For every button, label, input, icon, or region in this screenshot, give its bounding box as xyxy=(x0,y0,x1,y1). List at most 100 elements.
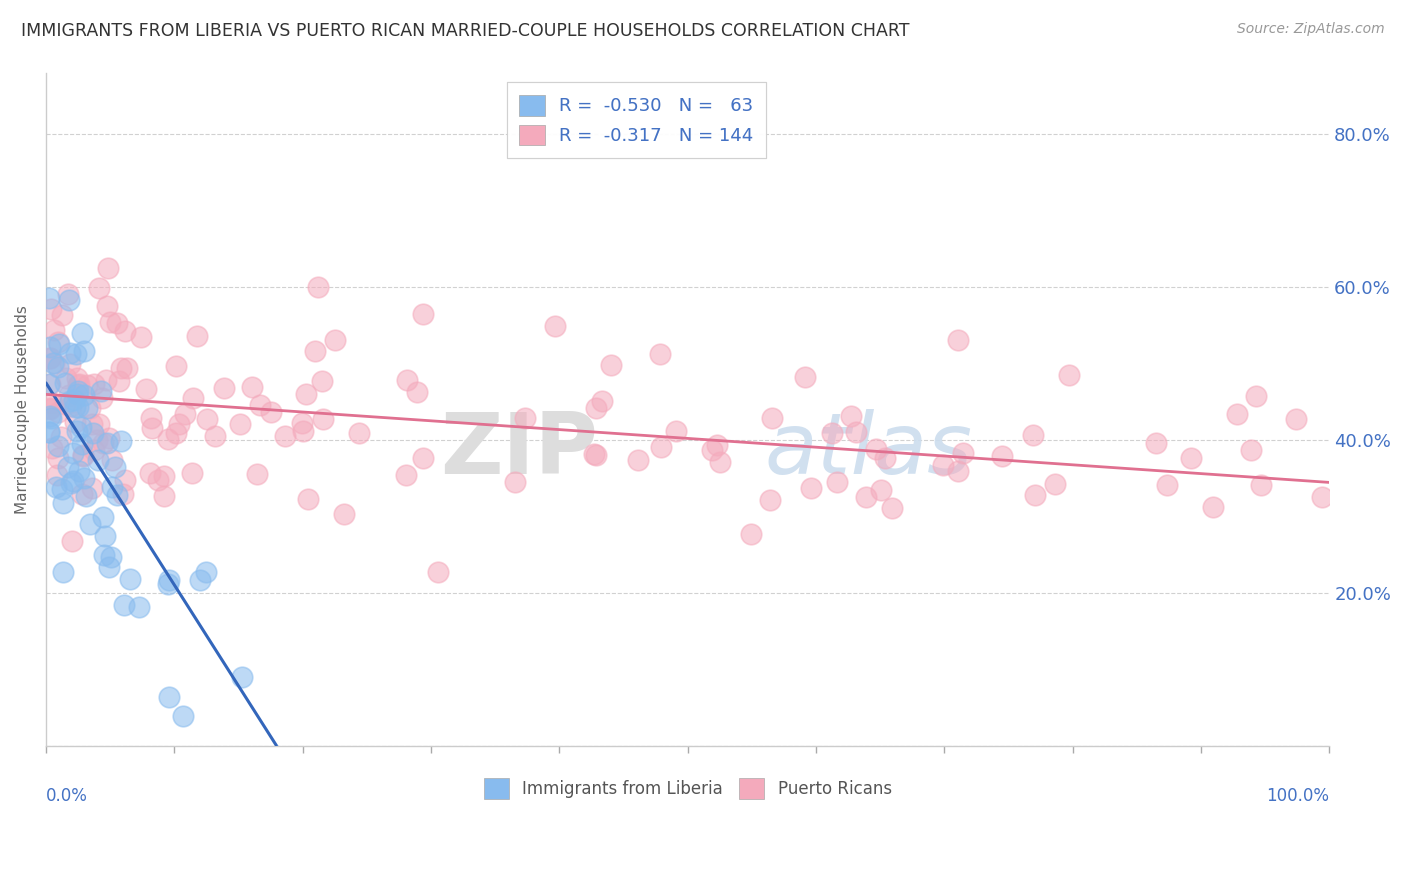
Point xyxy=(49,430,72,444)
Point xyxy=(38,351,60,366)
Point xyxy=(94,528,117,542)
Point xyxy=(72,449,94,463)
Point xyxy=(513,411,536,425)
Point xyxy=(44,356,66,370)
Point xyxy=(93,549,115,563)
Point xyxy=(46,438,69,452)
Point xyxy=(706,438,728,452)
Point xyxy=(69,419,91,434)
Point xyxy=(104,460,127,475)
Point xyxy=(544,318,567,333)
Point xyxy=(75,489,97,503)
Point xyxy=(1057,368,1080,383)
Point xyxy=(39,340,62,354)
Point xyxy=(873,450,896,465)
Text: atlas: atlas xyxy=(765,409,973,491)
Point xyxy=(260,405,283,419)
Point xyxy=(117,361,139,376)
Point xyxy=(157,690,180,705)
Point xyxy=(38,401,60,415)
Point xyxy=(59,346,82,360)
Legend: R =  -0.530   N =   63, R =  -0.317   N = 144: R = -0.530 N = 63, R = -0.317 N = 144 xyxy=(506,82,766,158)
Point xyxy=(67,464,90,478)
Point xyxy=(105,317,128,331)
Point xyxy=(73,471,96,485)
Point xyxy=(169,417,191,432)
Point xyxy=(62,474,84,488)
Point xyxy=(186,328,208,343)
Point xyxy=(156,577,179,591)
Point xyxy=(312,412,335,426)
Point xyxy=(46,359,69,374)
Point xyxy=(82,426,104,441)
Point xyxy=(585,401,607,416)
Point xyxy=(204,429,226,443)
Point xyxy=(347,425,370,440)
Point xyxy=(304,343,326,358)
Point xyxy=(59,475,82,490)
Point xyxy=(80,417,103,432)
Point xyxy=(46,450,69,465)
Point xyxy=(76,401,98,416)
Point xyxy=(38,377,60,392)
Text: IMMIGRANTS FROM LIBERIA VS PUERTO RICAN MARRIED-COUPLE HOUSEHOLDS CORRELATION CH: IMMIGRANTS FROM LIBERIA VS PUERTO RICAN … xyxy=(21,22,910,40)
Point xyxy=(112,487,135,501)
Point xyxy=(110,361,132,376)
Point xyxy=(70,326,93,340)
Point xyxy=(1240,443,1263,458)
Point xyxy=(87,417,110,432)
Point xyxy=(98,431,121,445)
Text: 0.0%: 0.0% xyxy=(46,787,87,805)
Point xyxy=(759,493,782,508)
Point xyxy=(229,417,252,432)
Point xyxy=(46,334,69,349)
Point xyxy=(990,449,1012,463)
Point xyxy=(1310,490,1333,504)
Point xyxy=(246,467,269,481)
Point xyxy=(165,426,187,441)
Point xyxy=(946,334,969,348)
Point xyxy=(101,453,124,467)
Point xyxy=(1144,435,1167,450)
Point xyxy=(66,424,89,438)
Point xyxy=(599,358,621,372)
Point xyxy=(153,489,176,503)
Point xyxy=(426,566,449,580)
Point xyxy=(591,394,613,409)
Point xyxy=(91,509,114,524)
Point xyxy=(135,382,157,396)
Point xyxy=(405,385,427,400)
Point xyxy=(39,411,62,425)
Point xyxy=(395,373,418,387)
Point xyxy=(42,356,65,370)
Point xyxy=(231,670,253,684)
Point xyxy=(58,287,80,301)
Point xyxy=(412,450,434,465)
Point xyxy=(51,482,73,496)
Point xyxy=(38,425,60,440)
Point xyxy=(38,402,60,417)
Point xyxy=(855,490,877,504)
Point xyxy=(800,481,823,495)
Point xyxy=(1250,477,1272,491)
Point xyxy=(188,573,211,587)
Point xyxy=(60,534,83,549)
Point xyxy=(96,299,118,313)
Point xyxy=(63,400,86,414)
Point xyxy=(53,397,76,411)
Point xyxy=(70,437,93,451)
Point xyxy=(311,374,333,388)
Point xyxy=(650,440,672,454)
Point xyxy=(157,432,180,446)
Point xyxy=(41,396,63,410)
Point xyxy=(67,377,90,392)
Point xyxy=(794,370,817,384)
Point xyxy=(129,330,152,344)
Point xyxy=(395,468,418,483)
Point xyxy=(91,435,114,450)
Point xyxy=(274,429,297,443)
Point xyxy=(45,467,67,482)
Point xyxy=(39,301,62,316)
Point xyxy=(139,411,162,425)
Point xyxy=(100,549,122,564)
